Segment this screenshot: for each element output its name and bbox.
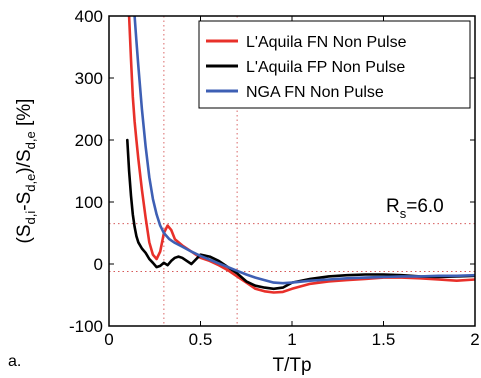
y-tick-label-3: 200 xyxy=(75,131,103,150)
series-line-2 xyxy=(133,16,475,285)
ylabel-part-4: )/S xyxy=(14,149,35,173)
y-tick-label-5: 400 xyxy=(75,7,103,26)
y-tick-label-0: -100 xyxy=(69,317,103,336)
rs-main: R xyxy=(386,196,400,217)
ylabel-part-1: d,i xyxy=(23,211,38,225)
legend-box xyxy=(198,20,471,109)
ylabel-part-0: (S xyxy=(14,224,35,243)
x-tick-label-0: 0 xyxy=(104,330,113,349)
ylabel-part-6: [%] xyxy=(14,99,35,132)
y-tick-label-4: 300 xyxy=(75,69,103,88)
ylabel-part-2: -S xyxy=(14,192,35,211)
rs-sub: s xyxy=(400,206,407,221)
ylabel-part-5: d,e xyxy=(23,131,38,149)
y-tick-label-2: 100 xyxy=(75,193,103,212)
y-axis-ticks: -100 0 100 200 300 400 xyxy=(69,7,475,336)
x-axis-ticks: 0 0.5 1 1.5 2 xyxy=(104,16,480,349)
x-tick-label-1: 0.5 xyxy=(189,330,213,349)
x-tick-label-4: 2 xyxy=(470,330,479,349)
legend: L'Aquila FN Non Pulse L'Aquila FP Non Pu… xyxy=(198,20,471,109)
x-tick-label-2: 1 xyxy=(287,330,296,349)
legend-label-1: L'Aquila FP Non Pulse xyxy=(246,59,405,76)
x-tick-label-3: 1.5 xyxy=(372,330,396,349)
y-axis-label: (Sd,i-Sd,e)/Sd,e [%] xyxy=(14,99,38,244)
x-axis-label: T/Tp xyxy=(272,355,311,376)
chart-series-lines xyxy=(126,16,475,294)
panel-label: a. xyxy=(8,353,21,370)
legend-label-0: L'Aquila FN Non Pulse xyxy=(246,34,407,51)
y-tick-label-1: 0 xyxy=(94,255,103,274)
legend-label-2: NGA FN Non Pulse xyxy=(246,84,384,101)
ylabel-part-3: d,e xyxy=(23,174,38,192)
rs-rest: =6.0 xyxy=(406,196,444,217)
rs-annotation: Rs=6.0 xyxy=(386,196,444,221)
